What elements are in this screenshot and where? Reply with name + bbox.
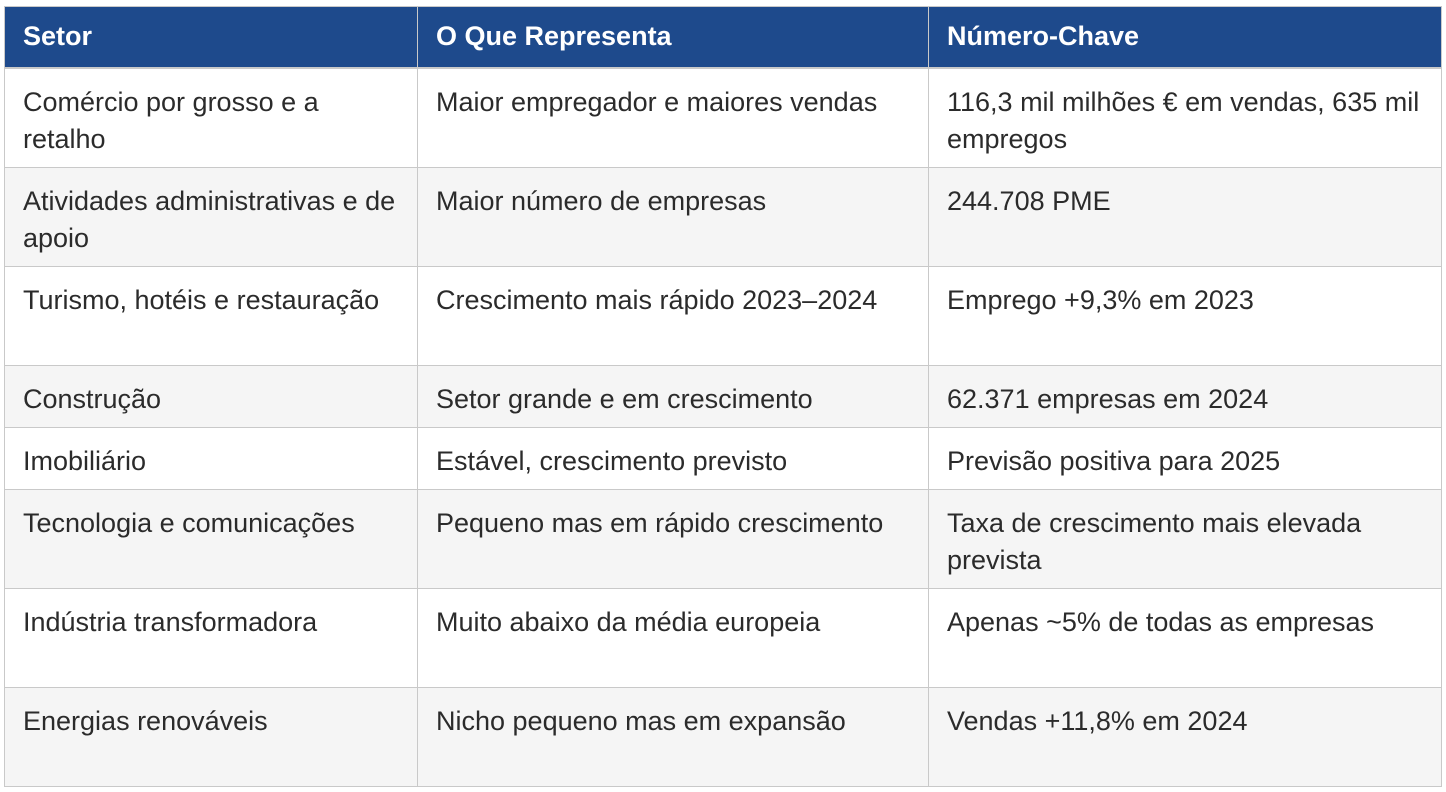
- cell-representa: Muito abaixo da média europeia: [417, 588, 929, 688]
- header-numero-chave: Número-Chave: [928, 6, 1442, 69]
- sector-table: Setor O Que Representa Número-Chave Comé…: [4, 6, 1442, 787]
- header-setor: Setor: [4, 6, 418, 69]
- table-row: Imobiliário Estável, crescimento previst…: [4, 427, 1442, 490]
- cell-setor: Construção: [4, 365, 418, 428]
- table-row: Comércio por grosso e a retalho Maior em…: [4, 67, 1442, 168]
- cell-numero: Previsão positiva para 2025: [928, 427, 1442, 490]
- table-body: Comércio por grosso e a retalho Maior em…: [4, 67, 1442, 787]
- sector-table-container: Setor O Que Representa Número-Chave Comé…: [4, 6, 1442, 787]
- cell-representa: Pequeno mas em rápido crescimento: [417, 489, 929, 589]
- cell-setor: Comércio por grosso e a retalho: [4, 67, 418, 168]
- table-row: Indústria transformadora Muito abaixo da…: [4, 588, 1442, 688]
- cell-setor: Energias renováveis: [4, 687, 418, 787]
- table-row: Turismo, hotéis e restauração Cresciment…: [4, 266, 1442, 366]
- header-o-que-representa: O Que Representa: [417, 6, 929, 69]
- cell-numero: Taxa de crescimento mais elevada previst…: [928, 489, 1442, 589]
- cell-setor: Turismo, hotéis e restauração: [4, 266, 418, 366]
- table-row: Tecnologia e comunicações Pequeno mas em…: [4, 489, 1442, 589]
- cell-numero: Apenas ~5% de todas as empresas: [928, 588, 1442, 688]
- cell-numero: 116,3 mil milhões € em vendas, 635 mil e…: [928, 67, 1442, 168]
- cell-representa: Setor grande e em crescimento: [417, 365, 929, 428]
- table-row: Atividades administrativas e de apoio Ma…: [4, 167, 1442, 267]
- cell-representa: Maior número de empresas: [417, 167, 929, 267]
- cell-representa: Estável, crescimento previsto: [417, 427, 929, 490]
- cell-numero: Emprego +9,3% em 2023: [928, 266, 1442, 366]
- cell-numero: 244.708 PME: [928, 167, 1442, 267]
- cell-setor: Imobiliário: [4, 427, 418, 490]
- cell-setor: Indústria transformadora: [4, 588, 418, 688]
- cell-representa: Crescimento mais rápido 2023–2024: [417, 266, 929, 366]
- cell-numero: Vendas +11,8% em 2024: [928, 687, 1442, 787]
- cell-representa: Nicho pequeno mas em expansão: [417, 687, 929, 787]
- table-header: Setor O Que Representa Número-Chave: [4, 6, 1442, 69]
- cell-setor: Tecnologia e comunicações: [4, 489, 418, 589]
- cell-representa: Maior empregador e maiores vendas: [417, 67, 929, 168]
- table-row: Energias renováveis Nicho pequeno mas em…: [4, 687, 1442, 787]
- cell-setor: Atividades administrativas e de apoio: [4, 167, 418, 267]
- cell-numero: 62.371 empresas em 2024: [928, 365, 1442, 428]
- header-row: Setor O Que Representa Número-Chave: [4, 6, 1442, 69]
- table-row: Construção Setor grande e em crescimento…: [4, 365, 1442, 428]
